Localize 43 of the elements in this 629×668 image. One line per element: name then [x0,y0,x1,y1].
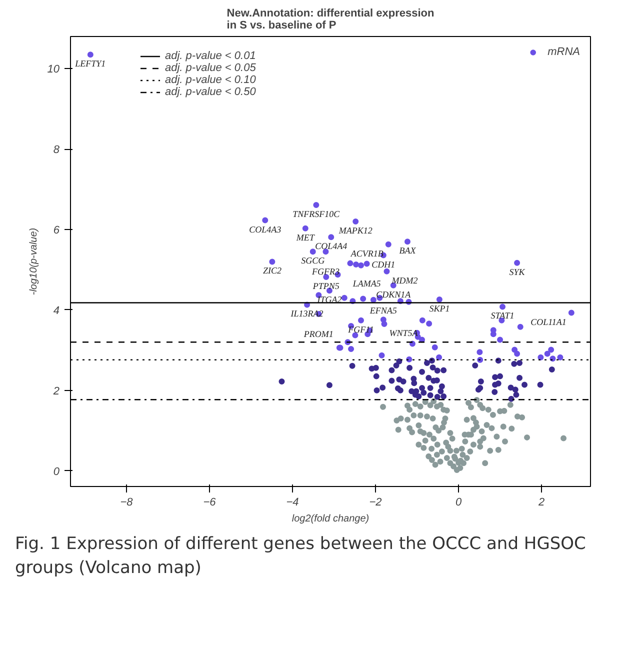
annotation: EFNA5 [368,306,398,316]
caption: Fig. 1 Expression of different genes between the OCCC and HGSOC groups (Volcano map) [15,533,587,580]
x-tick-label: 0 [455,496,462,508]
annotation: BAX [399,246,416,256]
annotation: ZIC2 [262,266,282,276]
y-tick-label: 6 [53,224,60,237]
x-tick-label: −2 [369,496,382,508]
annotation: PROM1 [302,328,334,339]
legend-label: mRNA [548,46,580,58]
annotation: TNFRSF10C [292,209,341,219]
legend-label: adj. p-value < 0.50 [165,86,256,98]
y-tick-label: 0 [53,466,60,478]
annotation: COL4A4 [315,241,348,252]
y-tick-label: 10 [47,64,60,76]
annotation: MDM2 [390,275,418,286]
y-tick-label: 4 [53,304,60,317]
annotation: FGFR3 [310,266,340,277]
annotation: SKP1 [429,304,450,314]
x-tick-label: −4 [286,496,299,508]
annotation: MAPK12 [338,225,373,236]
annotation: COL4A3 [249,224,282,234]
x-tick-label: 2 [537,496,545,508]
annotation: LAMA5 [352,278,382,289]
annotation: ACVR1B [350,248,384,258]
annotation: SGCG [301,256,326,266]
y-tick-label: 2 [52,385,60,398]
annotation: COL11A1 [530,316,566,327]
y-axis-title: -log10(p-value) [28,228,40,296]
legend-label: adj. p-value < 0.01 [165,50,256,62]
x-tick-label: −8 [120,496,134,508]
chart-title: New.Annotation: differential expression in S vs. baseline of P [226,8,434,32]
annotation: LEFTY1 [74,58,106,69]
x-tick-label: −6 [203,496,217,508]
x-axis-title: log2(fold change) [292,514,370,524]
annotation: CDH1 [372,259,396,270]
annotation: PTPN5 [312,280,340,291]
annotation: STAT1 [490,310,514,321]
annotation: MET [295,232,316,242]
legend-label: adj. p-value < 0.05 [165,62,256,74]
legend-label: adj. p-value < 0.10 [165,74,256,86]
annotation: CDKN1A [376,289,412,300]
annotation: SYK [509,266,526,277]
y-tick-label: 8 [53,144,60,156]
